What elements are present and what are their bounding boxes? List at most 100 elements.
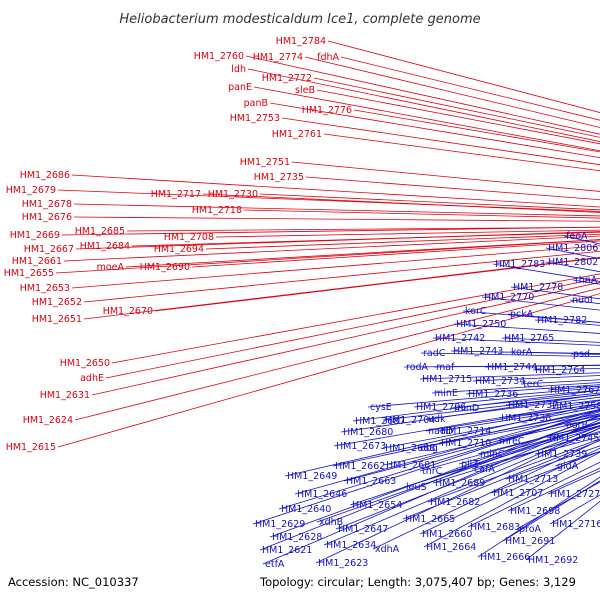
forward-gene-label-line	[71, 245, 600, 289]
reverse-gene-label: rhnA	[575, 275, 598, 286]
reverse-gene-label-line	[502, 480, 600, 542]
reverse-gene-label-line	[432, 337, 600, 346]
reverse-gene-label-line	[438, 410, 600, 444]
reverse-gene-label-line	[333, 400, 600, 447]
reverse-gene-label-line	[465, 384, 600, 395]
reverse-gene-label: thrC	[422, 466, 443, 477]
reverse-gene-label: etfA	[265, 559, 285, 570]
reverse-gene-label: HM1_2666	[480, 552, 530, 563]
reverse-gene-label-line	[420, 352, 600, 358]
forward-gene-label-line	[243, 209, 600, 219]
forward-gene-label: HM1_2669	[10, 230, 60, 241]
reverse-gene-label-line	[467, 461, 600, 528]
reverse-gene-label: HM1_2660	[422, 529, 472, 540]
reverse-gene-label: HM1_2629	[255, 519, 305, 530]
reverse-gene-label-line	[413, 389, 600, 408]
reverse-gene-label: minD	[454, 403, 479, 414]
reverse-gene-label: pckA	[510, 309, 534, 320]
forward-gene-label: panE	[228, 82, 252, 93]
reverse-gene-label-line	[453, 323, 600, 334]
forward-gene-label-line	[74, 287, 600, 421]
reverse-gene-label: pilZ	[461, 459, 479, 470]
reverse-gene-label-line	[372, 439, 600, 550]
reverse-gene-label: HM1_2714	[441, 426, 491, 437]
forward-gene-label: HM1_2661	[12, 256, 62, 267]
reverse-gene-label: HM1_2727	[550, 489, 600, 500]
reverse-gene-label-line	[505, 445, 600, 480]
forward-gene-label-line	[291, 161, 600, 192]
forward-gene-label-line	[91, 281, 600, 396]
reverse-gene-label-line	[352, 389, 600, 422]
reverse-gene-label: HM1_2767	[550, 385, 600, 396]
reverse-gene-label: udk	[428, 414, 446, 425]
reverse-gene-label-line	[419, 421, 600, 472]
forward-gene-label: HM1_2667	[24, 244, 74, 255]
reverse-gene-label: oorB	[566, 420, 588, 431]
reverse-gene-label-line	[490, 450, 600, 494]
forward-gene-label-line	[111, 273, 600, 364]
reverse-gene-label: HM1_2716	[552, 519, 600, 530]
forward-gene-label: HM1_2655	[4, 268, 54, 279]
reverse-gene-label-line	[451, 392, 600, 409]
reverse-gene-label: xdhA	[375, 544, 400, 555]
forward-gene-label-line	[313, 77, 600, 138]
forward-gene-label: HM1_2631	[40, 390, 90, 401]
reverse-gene-label-line	[477, 422, 600, 455]
reverse-gene-label-line	[402, 440, 600, 520]
reverse-gene-label: HM1_2707	[493, 488, 543, 499]
reverse-gene-label-line	[477, 476, 600, 558]
forward-gene-label-line	[154, 257, 600, 312]
reverse-gene-label: proA	[519, 524, 542, 535]
reverse-gene-label: HM1_2646	[297, 489, 347, 500]
reverse-gene-label: maf	[436, 362, 455, 373]
reverse-gene-label-line	[472, 375, 600, 382]
forward-gene-label: ldh	[231, 64, 246, 75]
reverse-gene-label: korA	[511, 347, 533, 358]
map-title: Heliobacterium modesticaldum Ice1, compl…	[119, 12, 480, 27]
forward-gene-label: HM1_2686	[20, 170, 70, 181]
forward-gene-label: HM1_2684	[80, 241, 130, 252]
reverse-gene-label: HM1_2654	[352, 500, 402, 511]
forward-gene-label-line	[73, 203, 600, 217]
forward-gene-label-line	[305, 176, 600, 201]
forward-gene-label-line	[316, 89, 600, 145]
forward-gene-label-line	[340, 56, 600, 121]
reverse-gene-label-line	[252, 409, 600, 525]
reverse-gene-label: HM1_2710	[441, 438, 491, 449]
reverse-gene-label: HM1_2663	[346, 476, 396, 487]
reverse-gene-label-line	[259, 414, 600, 551]
forward-gene-label: HM1_2718	[192, 205, 242, 216]
forward-gene-label: HM1_2730	[208, 189, 258, 200]
forward-gene-label: panB	[244, 98, 268, 109]
reverse-gene-label: terC	[523, 379, 543, 390]
reverse-gene-label: HM1_2640	[281, 504, 331, 515]
reverse-gene-label-line	[419, 372, 600, 380]
forward-gene-label-line	[61, 226, 600, 236]
reverse-gene-label: HM1_2680	[343, 427, 393, 438]
reverse-gene-label: HM1_2623	[318, 558, 368, 569]
forward-gene-label-line	[247, 68, 600, 142]
forward-gene-label: HM1_2678	[22, 199, 72, 210]
reverse-gene-label: HM1_2628	[272, 532, 322, 543]
forward-gene-label: sleB	[295, 85, 315, 96]
forward-gene-label: HM1_2694	[154, 244, 204, 255]
forward-gene-label: moeA	[97, 262, 125, 273]
forward-gene-label-line	[57, 293, 600, 448]
forward-gene-label-line	[75, 231, 600, 250]
reverse-gene-label-line	[382, 406, 600, 449]
reverse-gene-label: radC	[423, 348, 446, 359]
reverse-gene-label-line	[383, 414, 600, 466]
forward-gene-label: HM1_2760	[194, 51, 244, 62]
reverse-gene-label: HM1_2649	[287, 471, 337, 482]
forward-gene-label-line	[71, 174, 600, 208]
forward-gene-label-line	[63, 235, 600, 262]
reverse-gene-label: HM1_2715	[422, 374, 472, 385]
forward-gene-label: HM1_2652	[32, 297, 82, 308]
reverse-gene-label-line	[450, 350, 600, 355]
forward-gene-label-line	[259, 193, 600, 211]
reverse-gene-label-line	[340, 393, 600, 433]
reverse-gene-label: gidA	[557, 461, 579, 472]
forward-gene-label-line	[83, 250, 600, 303]
forward-gene-label: HM1_2735	[254, 172, 304, 183]
